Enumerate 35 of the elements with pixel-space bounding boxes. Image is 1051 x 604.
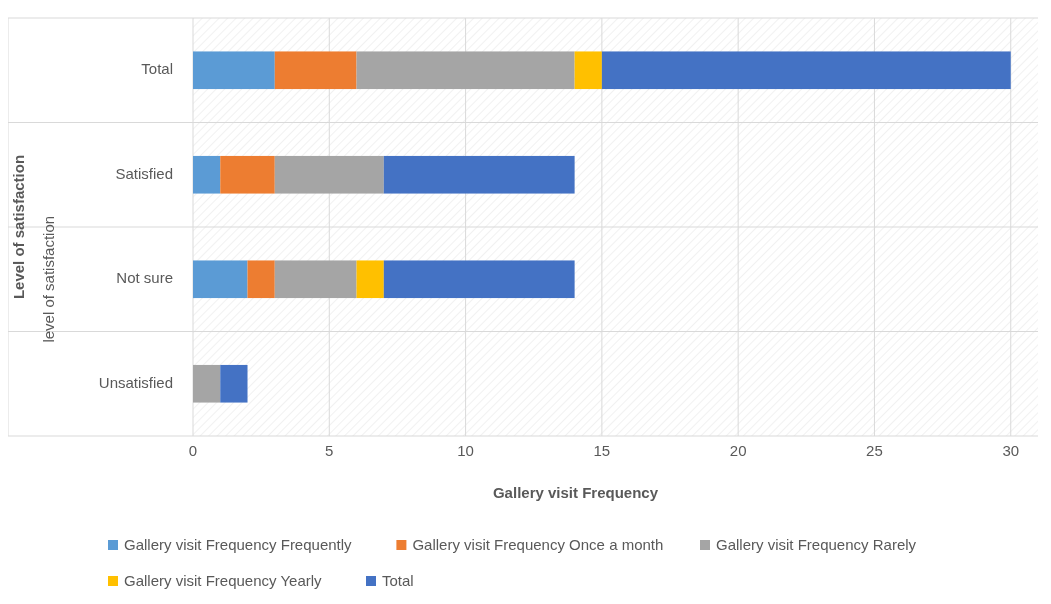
text: level of satisfaction xyxy=(40,215,57,343)
x-tick-label: 20 xyxy=(729,442,747,459)
x-tick-label: 5 xyxy=(325,442,334,459)
y-tick-label: Unsatisfied xyxy=(98,373,173,391)
bar xyxy=(193,155,221,194)
bar xyxy=(193,364,221,403)
bar xyxy=(220,364,248,403)
bar xyxy=(274,260,357,299)
bar xyxy=(274,51,357,90)
legend-label: Gallery visit Frequency Yearly xyxy=(124,571,323,589)
x-tick-label: 10 xyxy=(457,442,474,459)
bar xyxy=(220,155,275,194)
y-tick-label: Not sure xyxy=(116,269,173,287)
y-tick-label: Total xyxy=(141,60,173,78)
bar xyxy=(193,260,248,299)
x-axis-title: Gallery visit Frequency xyxy=(492,484,659,501)
x-tick-label: 0 xyxy=(188,442,198,459)
legend-label: Total xyxy=(382,571,414,589)
bar xyxy=(356,260,384,299)
x-tick-label: 30 xyxy=(1002,442,1020,459)
legend-label: Gallery visit Frequency Frequently xyxy=(124,535,353,553)
bar xyxy=(193,51,275,90)
bar xyxy=(574,51,602,90)
y-axis-title: Level of satisfaction xyxy=(10,154,27,300)
x-tick-label: 25 xyxy=(866,442,883,459)
bar xyxy=(383,155,575,194)
bar xyxy=(274,155,384,194)
bar xyxy=(247,260,275,299)
legend-label: Gallery visit Frequency Rarely xyxy=(716,535,917,553)
bar xyxy=(383,260,575,299)
y-tick-label: Satisfied xyxy=(115,164,173,182)
bar xyxy=(601,51,1011,90)
x-tick-label: 15 xyxy=(593,442,611,459)
legend-label: Gallery visit Frequency Once a month xyxy=(412,535,664,553)
bar xyxy=(356,51,575,90)
